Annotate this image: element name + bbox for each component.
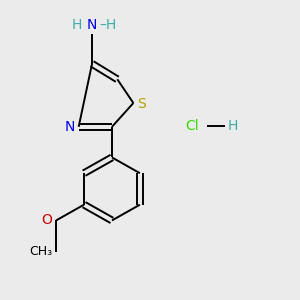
Text: H: H <box>227 119 238 133</box>
Text: CH₃: CH₃ <box>29 245 52 258</box>
Text: S: S <box>137 97 146 111</box>
Text: Cl: Cl <box>185 119 199 133</box>
Text: –H: –H <box>100 18 117 32</box>
Text: N: N <box>87 18 97 32</box>
Text: O: O <box>42 213 52 227</box>
Text: H: H <box>71 18 82 32</box>
Text: N: N <box>65 120 75 134</box>
